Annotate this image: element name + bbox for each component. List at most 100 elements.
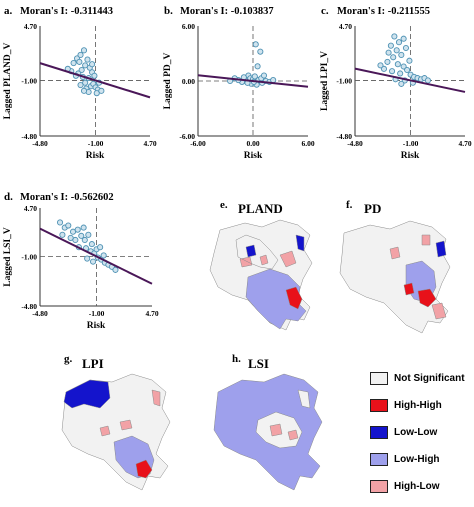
data-point xyxy=(82,62,89,69)
legend-swatch xyxy=(370,480,388,493)
regression-line xyxy=(39,62,151,99)
data-point xyxy=(260,72,268,79)
legend-item: Not Significant xyxy=(370,370,465,387)
data-point xyxy=(93,90,100,97)
data-point xyxy=(67,234,74,241)
map-pland xyxy=(209,219,313,331)
map-legend: Not Significant High-High Low-Low Low-Hi… xyxy=(368,368,468,500)
data-point xyxy=(257,48,264,55)
data-point xyxy=(80,47,88,54)
data-point xyxy=(398,80,405,87)
moran-scatter-plot: c. Moran's I: -0.211555 4.70 -1.00 -4.80-4.8… xyxy=(320,5,472,161)
panel-letter: d. xyxy=(4,191,13,203)
y-tick-label: -1.00 xyxy=(21,252,37,261)
data-point xyxy=(404,66,411,74)
data-point xyxy=(398,51,405,58)
y-tick-label: -6.00 xyxy=(179,132,195,141)
data-point xyxy=(112,266,119,273)
data-point xyxy=(385,49,392,56)
data-point xyxy=(90,258,97,265)
x-tick-label: 4.70 xyxy=(143,139,156,148)
moran-panel-c: c. Moran's I: -0.211555 4.70 -1.00 -4.80 -4.8… xyxy=(317,0,474,170)
x-tick-label: -4.80 xyxy=(32,139,48,148)
legend-item: High-Low xyxy=(370,478,440,495)
y-tick-label: -1.00 xyxy=(21,76,37,85)
y-axis-label: Lagged LSI_V xyxy=(3,227,13,287)
data-point xyxy=(252,41,259,48)
legend-label: High-Low xyxy=(394,481,440,492)
panel-letter: h. xyxy=(232,353,241,365)
x-tick-label: 4.70 xyxy=(145,309,158,318)
data-point xyxy=(400,63,407,70)
moran-scatter-plot: b. Moran's I: -0.103837 6.00 0.00 -6.00-6.00… xyxy=(163,5,315,161)
map-title: PLAND xyxy=(238,201,283,216)
data-point xyxy=(406,57,413,64)
morans-i-title: Moran's I: -0.211555 xyxy=(337,6,430,17)
legend-label: Not Significant xyxy=(394,373,465,384)
legend-swatch xyxy=(370,453,388,466)
panel-letter: e. xyxy=(220,199,228,211)
data-point xyxy=(70,60,77,67)
data-point xyxy=(389,68,396,75)
data-point xyxy=(387,42,394,49)
data-point xyxy=(84,255,91,262)
data-point xyxy=(82,79,89,86)
panel-letter: b. xyxy=(164,5,173,17)
x-tick-label: -6.00 xyxy=(190,139,206,148)
regression-line xyxy=(354,67,466,93)
data-point xyxy=(402,44,409,52)
data-point xyxy=(85,231,92,238)
y-axis-label: Lagged PLAND_V xyxy=(3,42,13,119)
y-tick-label: 4.70 xyxy=(24,204,37,213)
moran-panel-b: b. Moran's I: -0.103837 6.00 0.00 -6.00 -6.00… xyxy=(160,0,317,170)
panel-letter: c. xyxy=(321,5,329,17)
regression-line xyxy=(39,227,153,285)
map-title: PD xyxy=(364,201,381,216)
legend-item: High-High xyxy=(370,397,442,414)
morans-i-title: Moran's I: -0.311443 xyxy=(20,6,113,17)
x-tick-label: -4.80 xyxy=(32,309,48,318)
data-point xyxy=(384,58,391,65)
regression-line xyxy=(197,74,309,88)
data-point xyxy=(100,252,107,259)
x-axis-label: Risk xyxy=(244,151,263,161)
data-point xyxy=(56,219,64,226)
data-point xyxy=(80,224,87,231)
moran-scatter-plot: d. Moran's I: -0.5626024.70-1.00-4.80-4.8… xyxy=(3,191,159,331)
map-pd xyxy=(339,220,451,334)
legend-label: Low-High xyxy=(394,454,440,465)
data-point xyxy=(77,82,84,89)
x-tick-label: -1.00 xyxy=(88,139,104,148)
data-point xyxy=(390,54,397,61)
data-point xyxy=(91,72,98,79)
data-point xyxy=(97,244,104,251)
x-axis-label: Risk xyxy=(87,321,106,331)
data-point xyxy=(400,35,407,42)
map-panel-lsi: h. LSI xyxy=(210,350,345,502)
legend-swatch xyxy=(370,399,388,412)
data-point xyxy=(88,241,95,248)
y-tick-label: -4.80 xyxy=(21,302,37,311)
legend-label: High-High xyxy=(394,400,442,411)
data-point xyxy=(377,62,384,69)
x-tick-label: -1.00 xyxy=(403,139,419,148)
x-tick-label: -1.00 xyxy=(89,309,105,318)
data-point xyxy=(80,87,88,94)
y-tick-label: -1.00 xyxy=(336,76,352,85)
x-tick-label: 0.00 xyxy=(246,139,259,148)
data-point xyxy=(74,226,81,233)
y-tick-label: 4.70 xyxy=(339,22,352,31)
legend-swatch xyxy=(370,372,388,385)
y-axis-label: Lagged PD_V xyxy=(163,53,173,110)
x-axis-label: Risk xyxy=(86,151,105,161)
data-point xyxy=(395,39,403,46)
x-tick-label: -4.80 xyxy=(347,139,363,148)
map-panel-lpi: g. LPI xyxy=(60,350,190,502)
morans-i-title: Moran's I: -0.562602 xyxy=(20,192,114,203)
y-tick-label: 4.70 xyxy=(24,22,37,31)
data-point xyxy=(65,222,72,229)
y-axis-label: Lagged LPI_V xyxy=(320,51,330,111)
map-panel-pland: e. PLAND xyxy=(200,195,335,340)
data-point xyxy=(394,61,401,68)
data-point xyxy=(98,87,105,94)
